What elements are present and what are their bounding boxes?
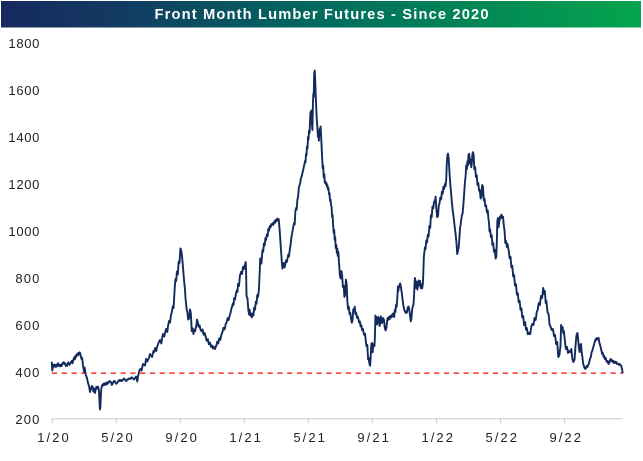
svg-text:1000: 1000: [8, 224, 39, 239]
svg-text:1200: 1200: [8, 177, 39, 192]
svg-text:200: 200: [15, 412, 39, 427]
svg-text:1/21: 1/21: [229, 430, 261, 445]
svg-text:1/22: 1/22: [421, 430, 453, 445]
svg-text:600: 600: [15, 318, 39, 333]
svg-text:5/20: 5/20: [101, 430, 133, 445]
svg-text:9/22: 9/22: [549, 430, 581, 445]
svg-text:400: 400: [15, 365, 39, 380]
svg-text:1800: 1800: [8, 36, 39, 51]
svg-text:1400: 1400: [8, 130, 39, 145]
svg-text:800: 800: [15, 271, 39, 286]
svg-text:9/21: 9/21: [357, 430, 389, 445]
svg-text:5/21: 5/21: [293, 430, 325, 445]
svg-text:1/20: 1/20: [37, 430, 69, 445]
svg-text:Front Month Lumber Futures - S: Front Month Lumber Futures - Since 2020: [155, 7, 489, 23]
svg-text:9/20: 9/20: [165, 430, 197, 445]
svg-text:1600: 1600: [8, 83, 39, 98]
svg-text:5/22: 5/22: [485, 430, 517, 445]
